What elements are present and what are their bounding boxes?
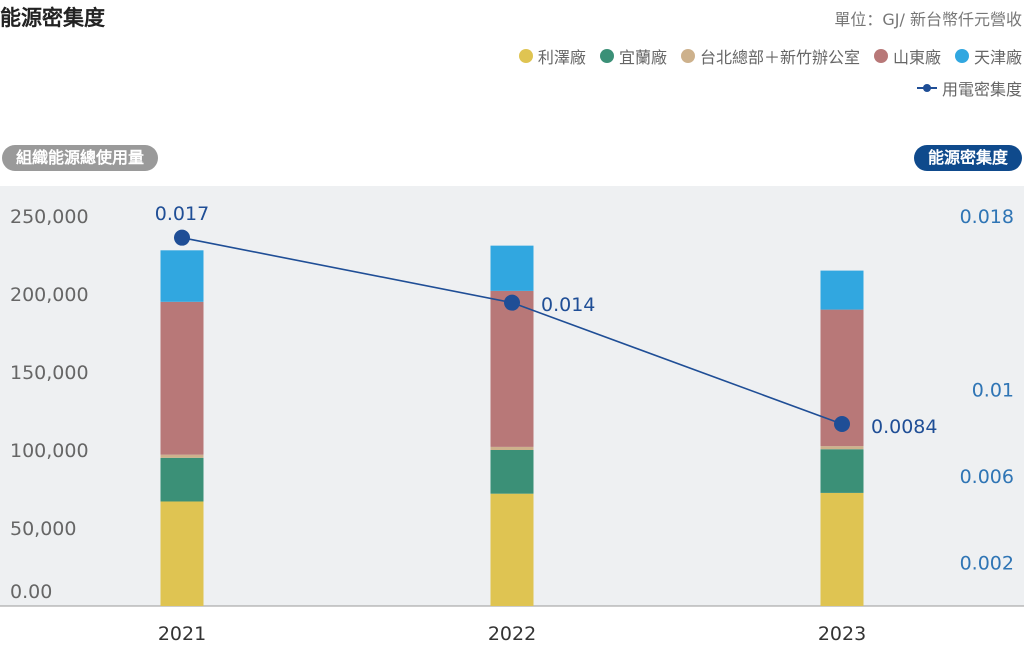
chart-title: 能源密集度 bbox=[0, 6, 105, 30]
bar-segment bbox=[820, 446, 864, 450]
legend-item-yilan: 宜蘭廠 bbox=[599, 44, 667, 68]
intensity-data-label: 0.017 bbox=[155, 203, 209, 225]
intensity-point bbox=[834, 416, 850, 432]
bar-segment bbox=[820, 449, 864, 493]
y-left-tick-label: 150,000 bbox=[10, 362, 89, 384]
legend-label-shandong: 山東廠 bbox=[892, 48, 941, 67]
legend-bars: 利澤廠 宜蘭廠 台北總部＋新竹辦公室 山東廠 天津廠 bbox=[518, 44, 1022, 68]
legend-item-shandong: 山東廠 bbox=[873, 44, 941, 68]
bar-segment bbox=[820, 270, 864, 310]
y-left-tick-label: 250,000 bbox=[10, 206, 89, 228]
legend-swatch-yilan bbox=[599, 49, 614, 63]
left-axis-pill: 組織能源總使用量 bbox=[2, 145, 159, 171]
bar-segment bbox=[490, 450, 534, 494]
x-tick-label: 2021 bbox=[158, 623, 206, 645]
legend-line: 用電密集度 bbox=[916, 76, 1022, 100]
y-right-tick-label: 0.002 bbox=[960, 553, 1014, 575]
y-left-tick-label: 100,000 bbox=[10, 440, 89, 462]
y-left-tick-label: 50,000 bbox=[10, 518, 76, 540]
legend-label-tianjin: 天津廠 bbox=[973, 48, 1022, 67]
bar-segment bbox=[490, 446, 534, 450]
intensity-point bbox=[174, 229, 190, 246]
legend-label-yilan: 宜蘭廠 bbox=[618, 48, 667, 67]
x-tick-label: 2023 bbox=[818, 623, 866, 645]
y-left-tick-label: 200,000 bbox=[10, 284, 89, 306]
legend-item-tianjin: 天津廠 bbox=[954, 44, 1022, 68]
bar-segment bbox=[160, 501, 204, 606]
bar-segment bbox=[490, 290, 534, 447]
intensity-point bbox=[504, 294, 520, 311]
y-right-tick-label: 0.01 bbox=[972, 379, 1014, 401]
bar-segment bbox=[160, 457, 204, 502]
legend-label-intensity: 用電密集度 bbox=[941, 80, 1022, 99]
legend-swatch-taipei bbox=[680, 49, 695, 63]
y-right-tick-label: 0.018 bbox=[960, 206, 1014, 228]
bar-segment bbox=[160, 250, 204, 302]
intensity-data-label: 0.0084 bbox=[871, 416, 937, 438]
bar-segment bbox=[160, 454, 204, 458]
unit-note: 單位：GJ/ 新台幣仟元營收 bbox=[834, 10, 1022, 29]
legend-line-swatch bbox=[916, 82, 937, 94]
legend-swatch-tianjin bbox=[954, 49, 969, 63]
legend-label-taipei: 台北總部＋新竹辦公室 bbox=[699, 48, 860, 67]
bar-segment bbox=[820, 492, 864, 606]
bar-segment bbox=[490, 493, 534, 606]
legend-item-intensity: 用電密集度 bbox=[916, 76, 1022, 100]
y-right-tick-label: 0.006 bbox=[960, 466, 1014, 488]
legend-swatch-lize bbox=[518, 49, 533, 63]
legend-swatch-shandong bbox=[873, 49, 888, 63]
bar-segment bbox=[160, 301, 204, 455]
right-axis-pill: 能源密集度 bbox=[913, 145, 1022, 171]
x-tick-label: 2022 bbox=[488, 623, 536, 645]
legend-item-taipei: 台北總部＋新竹辦公室 bbox=[680, 44, 860, 68]
intensity-data-label: 0.014 bbox=[541, 294, 595, 316]
y-left-tick-label: 0.00 bbox=[10, 581, 52, 603]
legend-item-lize: 利澤廠 bbox=[518, 44, 586, 68]
legend-label-lize: 利澤廠 bbox=[537, 48, 586, 67]
bar-segment bbox=[490, 245, 534, 291]
